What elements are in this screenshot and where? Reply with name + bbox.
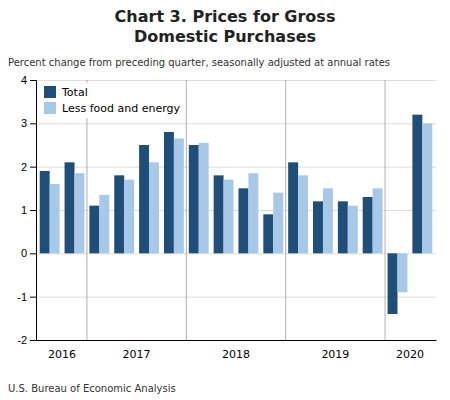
y-tick: -1: [17, 291, 36, 303]
legend-background: [41, 83, 183, 118]
bar: [412, 115, 422, 254]
grid-line: [36, 340, 436, 341]
bar: [338, 201, 348, 253]
bar: [189, 145, 199, 253]
y-tick-mark: [30, 210, 36, 211]
y-tick: 3: [21, 117, 36, 129]
x-tick-label: 2020: [396, 348, 424, 361]
legend-item: Less food and energy: [44, 102, 180, 115]
bar: [224, 180, 234, 254]
x-axis: [37, 340, 437, 341]
legend-item: Total: [44, 86, 88, 99]
y-tick-mark: [30, 340, 36, 341]
series: [50, 123, 433, 292]
x-tick-label: 2016: [48, 348, 76, 361]
legend: Total Less food and energy: [41, 83, 183, 118]
bar: [397, 253, 407, 292]
y-tick-label: 2: [21, 161, 27, 173]
bar: [65, 162, 75, 253]
y-tick-label: -1: [17, 291, 27, 303]
x-axis-line: [37, 340, 437, 341]
legend-label: Total: [61, 86, 88, 99]
bar: [99, 195, 109, 254]
year-divider: [186, 80, 187, 340]
bar: [288, 162, 298, 253]
y-tick-mark: [30, 80, 36, 81]
bar: [199, 143, 209, 254]
grid-line: [36, 297, 436, 298]
footer: U.S. Bureau of Economic Analysis: [8, 383, 176, 394]
legend-swatch: [44, 102, 56, 114]
bar: [238, 188, 248, 253]
bar: [348, 206, 358, 254]
bar: [89, 206, 99, 254]
grid-line: [36, 253, 436, 254]
y-tick: 4: [21, 74, 36, 86]
grid-line: [36, 123, 436, 124]
subtitle: Percent change from preceding quarter, s…: [8, 57, 390, 68]
bar: [263, 214, 273, 253]
legend-swatch: [44, 86, 56, 98]
chart: Chart 3. Prices for GrossDomestic Purcha…: [0, 0, 450, 400]
series: [40, 115, 423, 314]
bar: [164, 132, 174, 253]
grid: [36, 81, 436, 341]
year-divider: [385, 80, 386, 340]
bar: [313, 201, 323, 253]
bar: [422, 123, 432, 253]
grid-tick: [36, 297, 436, 298]
x-tick-label: 2019: [321, 348, 349, 361]
year-divider: [285, 80, 286, 340]
y-axis-line: [30, 81, 37, 341]
x-tick-label: 2018: [222, 348, 250, 361]
bar: [139, 145, 149, 253]
bar: [323, 188, 333, 253]
grid-tick: [36, 253, 436, 254]
y-tick: -2: [17, 334, 36, 346]
title: Domestic Purchases: [134, 27, 316, 46]
grid-tick: [36, 80, 436, 81]
y-tick-label: 0: [21, 247, 27, 259]
legend-label: Less food and energy: [62, 102, 180, 115]
grid-line: [36, 80, 436, 81]
bar: [174, 139, 184, 254]
y-tick: 0: [21, 247, 36, 259]
grid-tick: [36, 167, 436, 168]
bar: [40, 171, 50, 253]
y-tick-mark: [30, 123, 36, 124]
bar: [114, 175, 124, 253]
grid-tick: [36, 340, 436, 341]
y-tick-mark: [30, 167, 36, 168]
bar: [388, 253, 398, 314]
bar: [124, 180, 134, 254]
bar: [248, 173, 258, 253]
bar: [373, 188, 383, 253]
bar: [298, 175, 308, 253]
y-axis: -2 -1 0 1 2 3 4: [17, 74, 36, 346]
grid-line: [36, 167, 436, 168]
y-tick-label: 4: [21, 74, 27, 86]
y-tick-label: 1: [21, 204, 27, 216]
bar: [214, 175, 224, 253]
bars: [40, 115, 433, 314]
y-tick: 1: [21, 204, 36, 216]
bar: [273, 193, 283, 254]
x-tick-label: 2017: [123, 348, 151, 361]
y-tick-mark: [30, 253, 36, 254]
title: Chart 3. Prices for Gross: [115, 7, 336, 26]
bar: [50, 184, 60, 253]
y-tick-label: 3: [21, 117, 27, 129]
plot: 2016 2017 2018 2019 2020 -2 -1 0 1 2 3 4 Total Less f…: [17, 74, 436, 361]
y-tick-label: -2: [17, 334, 27, 346]
bar: [363, 197, 373, 253]
bar: [75, 173, 85, 253]
bar: [149, 162, 159, 253]
grid-tick: [36, 123, 436, 124]
y-tick-mark: [30, 297, 36, 298]
y-tick: 2: [21, 161, 36, 173]
year-divider: [86, 80, 87, 340]
